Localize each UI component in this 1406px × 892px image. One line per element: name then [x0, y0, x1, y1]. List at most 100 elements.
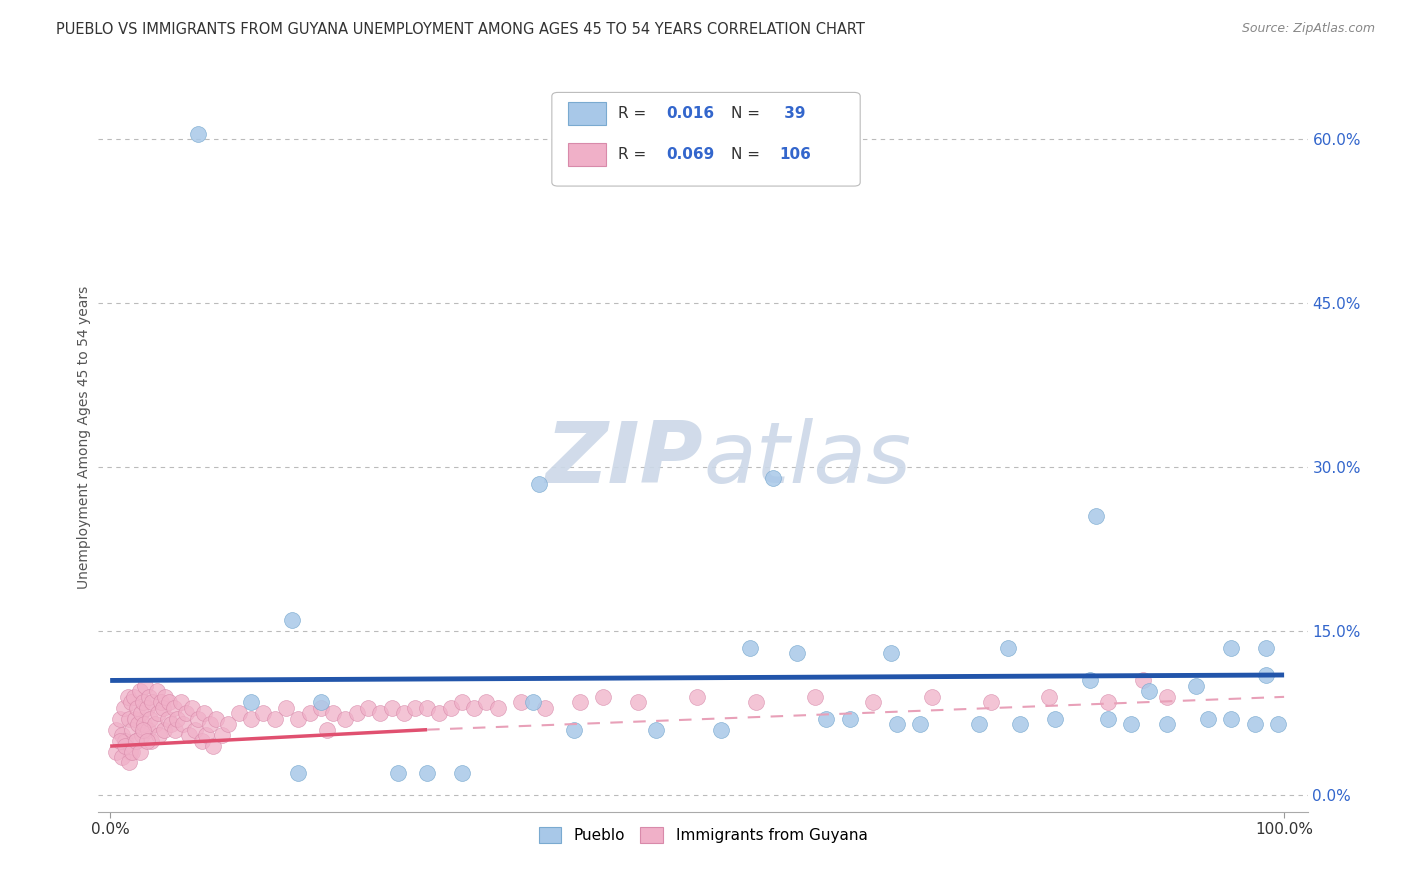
Text: 106: 106: [779, 147, 811, 162]
Point: [316, 723, 339, 737]
Point: [132, 723, 155, 737]
Point: [908, 717, 931, 731]
Point: [211, 728, 233, 742]
Point: [967, 717, 990, 731]
Legend: Pueblo, Immigrants from Guyana: Pueblo, Immigrants from Guyana: [533, 821, 873, 849]
Point: [427, 706, 450, 721]
Point: [252, 706, 274, 721]
Point: [156, 712, 179, 726]
Point: [287, 766, 309, 780]
Text: R =: R =: [619, 106, 651, 121]
Point: [177, 728, 200, 742]
Text: Source: ZipAtlas.com: Source: ZipAtlas.com: [1241, 22, 1375, 36]
Point: [172, 717, 194, 731]
Point: [387, 766, 409, 780]
Point: [163, 723, 186, 737]
Point: [148, 706, 170, 721]
Point: [1220, 712, 1243, 726]
Point: [146, 684, 169, 698]
Y-axis label: Unemployment Among Ages 45 to 54 years: Unemployment Among Ages 45 to 54 years: [77, 285, 91, 589]
Point: [228, 706, 250, 721]
Point: [1156, 690, 1178, 704]
Point: [1038, 690, 1060, 704]
Point: [1043, 712, 1066, 726]
Text: 0.069: 0.069: [666, 147, 716, 162]
Point: [368, 706, 391, 721]
Point: [1132, 673, 1154, 688]
Point: [134, 679, 156, 693]
Point: [155, 690, 177, 704]
Point: [187, 712, 209, 726]
Point: [125, 733, 148, 747]
Point: [160, 717, 183, 731]
Point: [786, 646, 808, 660]
Point: [240, 712, 263, 726]
Point: [190, 733, 212, 747]
Point: [162, 701, 184, 715]
Point: [311, 695, 333, 709]
Point: [1256, 640, 1278, 655]
Point: [439, 701, 461, 715]
Point: [333, 712, 356, 726]
Point: [135, 701, 157, 715]
Point: [1080, 673, 1102, 688]
Point: [592, 690, 614, 704]
Point: [745, 695, 768, 709]
Point: [416, 766, 439, 780]
Point: [157, 695, 180, 709]
Point: [1085, 509, 1108, 524]
Point: [114, 733, 136, 747]
Point: [627, 695, 650, 709]
Point: [762, 471, 785, 485]
Point: [838, 712, 860, 726]
Point: [862, 695, 884, 709]
Text: N =: N =: [731, 106, 765, 121]
Point: [108, 733, 131, 747]
Point: [1185, 679, 1208, 693]
Point: [124, 712, 146, 726]
Point: [198, 717, 221, 731]
Point: [451, 695, 474, 709]
Point: [475, 695, 498, 709]
Point: [139, 712, 162, 726]
Text: PUEBLO VS IMMIGRANTS FROM GUYANA UNEMPLOYMENT AMONG AGES 45 TO 54 YEARS CORRELAT: PUEBLO VS IMMIGRANTS FROM GUYANA UNEMPLO…: [56, 22, 865, 37]
Point: [122, 690, 145, 704]
Point: [886, 717, 908, 731]
Point: [128, 745, 150, 759]
Point: [1220, 640, 1243, 655]
Point: [127, 717, 149, 731]
Point: [568, 695, 591, 709]
Point: [120, 695, 142, 709]
Point: [118, 712, 141, 726]
FancyBboxPatch shape: [568, 103, 606, 125]
Point: [510, 695, 533, 709]
Point: [152, 701, 174, 715]
Point: [815, 712, 838, 726]
Point: [686, 690, 709, 704]
Point: [127, 701, 149, 715]
Point: [1097, 695, 1119, 709]
Point: [112, 701, 135, 715]
Point: [392, 706, 415, 721]
Point: [128, 684, 150, 698]
Point: [298, 706, 321, 721]
Point: [451, 766, 474, 780]
Point: [132, 695, 155, 709]
Point: [134, 717, 156, 731]
Point: [143, 717, 166, 731]
Point: [108, 712, 131, 726]
Point: [166, 712, 188, 726]
Point: [183, 723, 205, 737]
Point: [141, 695, 163, 709]
Point: [404, 701, 426, 715]
Point: [997, 640, 1019, 655]
Point: [287, 712, 309, 726]
Point: [136, 723, 159, 737]
Point: [138, 690, 160, 704]
Point: [125, 733, 148, 747]
Point: [1121, 717, 1143, 731]
Point: [195, 728, 218, 742]
Point: [803, 690, 825, 704]
Point: [148, 728, 170, 742]
Point: [880, 646, 903, 660]
